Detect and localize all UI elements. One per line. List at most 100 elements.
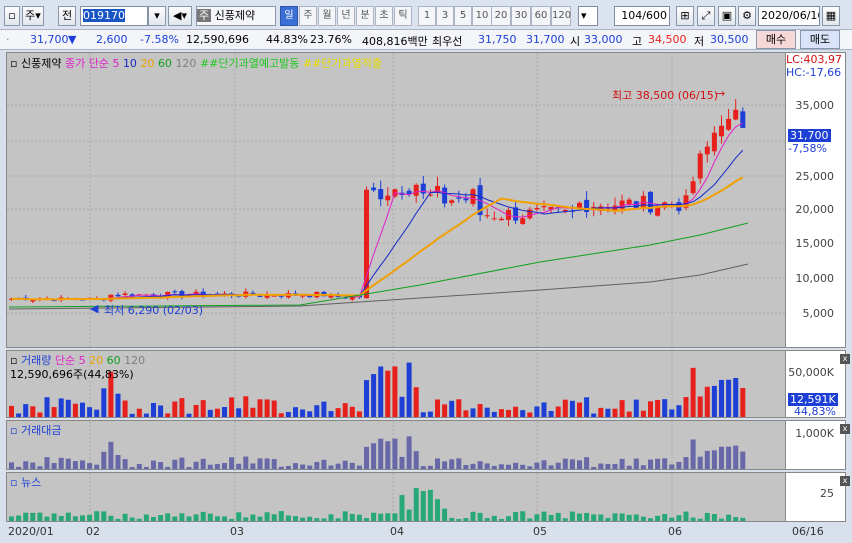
amount-bar xyxy=(598,463,604,469)
save-icon[interactable]: ▣ xyxy=(718,6,736,26)
news-bar xyxy=(633,514,639,521)
minute-dropdown[interactable]: ▾ xyxy=(578,6,598,26)
news-title: 뉴스 xyxy=(20,476,42,489)
amount-bar xyxy=(328,465,334,469)
news-bar xyxy=(356,514,362,521)
candle-body xyxy=(513,207,519,221)
date-label: 04 xyxy=(390,525,404,538)
volume-bar xyxy=(58,398,64,417)
amount-bar xyxy=(669,464,675,469)
buy-button[interactable]: 매수 xyxy=(756,30,796,49)
candle-body xyxy=(484,215,490,217)
prev-button[interactable]: 전 xyxy=(58,6,76,26)
overheat-warning-flag: ##단기과열예고발동 xyxy=(199,57,300,70)
market-select[interactable]: 주▾ xyxy=(22,6,44,26)
market-label: 주 xyxy=(25,9,36,22)
period-tab-0[interactable]: 일 xyxy=(280,6,298,26)
volume-bar xyxy=(165,413,171,417)
bid-price: 31,700 xyxy=(526,33,565,46)
news-close-icon[interactable]: x xyxy=(840,476,850,486)
amount-bar xyxy=(470,463,476,469)
stock-name-box[interactable]: 주 신풍제약 xyxy=(196,6,276,26)
period-tab-5[interactable]: 초 xyxy=(375,6,393,26)
amount-bar xyxy=(342,460,348,469)
news-bar xyxy=(470,511,476,521)
minute-tab-3[interactable]: 3 xyxy=(436,6,454,26)
news-bar xyxy=(172,516,178,521)
news-bar xyxy=(186,516,192,521)
period-tab-6[interactable]: 틱 xyxy=(394,6,412,26)
volume-bar xyxy=(200,400,206,417)
window-menu-icon[interactable]: ▫ xyxy=(4,6,20,26)
news-bar xyxy=(165,513,171,521)
price-ytick: 35,000 xyxy=(795,99,835,112)
news-bar xyxy=(23,512,29,521)
gear-icon[interactable]: ⚙ xyxy=(738,6,756,26)
search-icon[interactable]: ▾ xyxy=(148,6,166,26)
volume-bar xyxy=(406,362,412,417)
candle-body xyxy=(655,206,661,216)
candle-body xyxy=(697,153,703,179)
news-bar xyxy=(449,517,455,521)
volume-bar xyxy=(719,379,724,417)
period-tab-4[interactable]: 분 xyxy=(356,6,374,26)
news-bar xyxy=(669,517,675,521)
news-bar xyxy=(498,518,504,521)
candle-body xyxy=(548,206,554,210)
minute-tab-120[interactable]: 120 xyxy=(551,6,571,26)
minute-tab-30[interactable]: 30 xyxy=(511,6,531,26)
date-input[interactable]: 2020/06/16 xyxy=(758,6,820,26)
minute-tab-20[interactable]: 20 xyxy=(491,6,511,26)
pin-icon: ▫ xyxy=(10,57,18,70)
sell-button[interactable]: 매도 xyxy=(800,30,840,49)
volume-bar xyxy=(690,367,696,417)
minute-tab-1[interactable]: 1 xyxy=(418,6,436,26)
amount-bar xyxy=(591,466,597,469)
amount-close-icon[interactable]: x xyxy=(840,424,850,434)
settings-grid-icon[interactable]: ⊞ xyxy=(676,6,694,26)
ma20-line xyxy=(11,176,744,301)
minute-tab-60[interactable]: 60 xyxy=(531,6,551,26)
period-tab-2[interactable]: 월 xyxy=(318,6,336,26)
volume-bar xyxy=(151,403,156,417)
amount-bar xyxy=(690,439,696,469)
amount-bar xyxy=(165,466,171,469)
count-total: /600 xyxy=(642,9,667,22)
overheat-designated-flag: ##단기과열적출 xyxy=(302,57,382,70)
volume-bar xyxy=(115,393,121,417)
volume-bar xyxy=(172,401,178,417)
candle-body xyxy=(470,189,476,204)
news-bar xyxy=(513,512,519,521)
candle-body xyxy=(264,294,270,298)
news-bar xyxy=(158,515,164,521)
news-bar xyxy=(456,518,462,521)
volume-close-icon[interactable]: x xyxy=(840,354,850,364)
news-bar xyxy=(278,511,284,521)
volume-bar xyxy=(427,411,433,417)
high-annotation: 최고 38,500 (06/15) xyxy=(612,89,719,102)
period-tab-3[interactable]: 년 xyxy=(337,6,355,26)
amount-bar xyxy=(392,438,398,469)
count-input[interactable]: 104/600 xyxy=(614,6,670,26)
volume-bar xyxy=(385,370,391,417)
last-rate-tag: -7,58% xyxy=(788,142,827,155)
candle-body xyxy=(442,187,448,204)
speaker-icon[interactable]: ◀▾ xyxy=(168,6,192,26)
amount-bar xyxy=(214,464,220,469)
candle-body xyxy=(683,195,689,208)
minute-tab-5[interactable]: 5 xyxy=(454,6,472,26)
volume-bar xyxy=(506,409,511,417)
amount-bar xyxy=(250,463,256,469)
stock-code-input[interactable]: 019170 xyxy=(80,6,148,26)
news-bar xyxy=(413,488,419,521)
price-ytick: 5,000 xyxy=(802,307,835,320)
news-bar xyxy=(527,518,533,521)
calendar-icon[interactable]: ▦ xyxy=(822,6,840,26)
amount-bar xyxy=(30,462,36,469)
amount-bar xyxy=(420,466,426,469)
amount-bar xyxy=(158,462,164,469)
news-bar xyxy=(520,511,526,521)
trend-icon[interactable]: ⤢ xyxy=(697,6,715,26)
period-tab-1[interactable]: 주 xyxy=(299,6,317,26)
turnover-rate: 23.76% xyxy=(310,33,352,46)
